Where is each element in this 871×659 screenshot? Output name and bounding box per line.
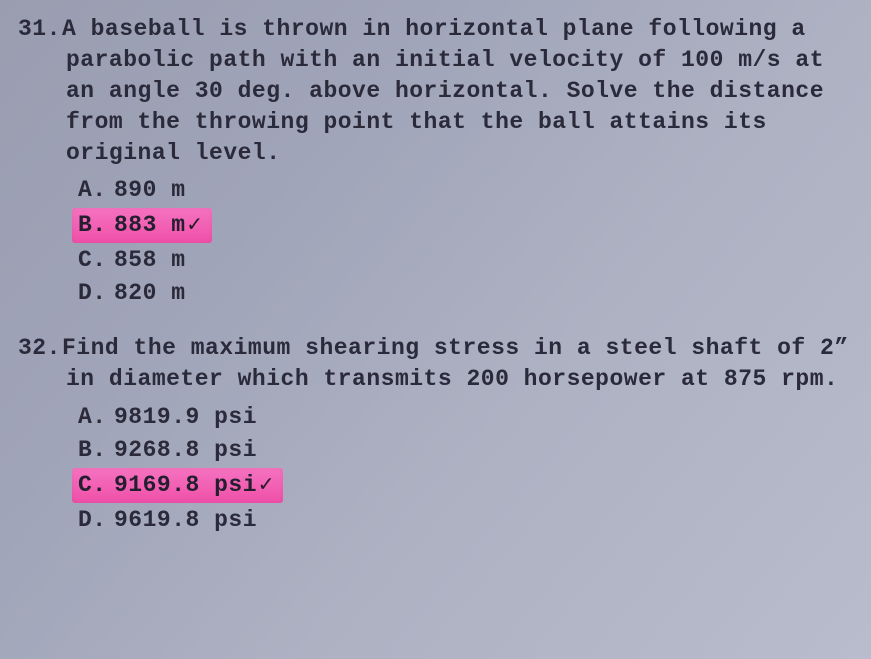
option-b: B.9268.8 psi — [78, 435, 861, 466]
option-letter: D. — [78, 278, 114, 309]
option-text: 858 m — [114, 247, 186, 273]
option-b: B.883 m✓ — [78, 208, 861, 243]
question-number: 32. — [18, 333, 62, 364]
option-text: 820 m — [114, 280, 186, 306]
options-list: A.890 m B.883 m✓ C.858 m D.820 m — [18, 175, 861, 309]
option-letter: C. — [78, 470, 114, 501]
option-d: D.9619.8 psi — [78, 505, 861, 536]
option-letter: A. — [78, 175, 114, 206]
question-text: A baseball is thrown in horizontal plane… — [62, 16, 824, 166]
option-text: 9819.9 psi — [114, 404, 257, 430]
option-text: 9169.8 psi — [114, 472, 257, 498]
option-letter: C. — [78, 245, 114, 276]
option-c: C.9169.8 psi✓ — [78, 468, 861, 503]
correct-highlight: C.9169.8 psi✓ — [72, 468, 283, 503]
option-letter: B. — [78, 435, 114, 466]
check-icon: ✓ — [259, 472, 273, 498]
question-block: 31.A baseball is thrown in horizontal pl… — [18, 14, 861, 309]
correct-highlight: B.883 m✓ — [72, 208, 212, 243]
option-letter: B. — [78, 210, 114, 241]
question-stem: 31.A baseball is thrown in horizontal pl… — [18, 14, 861, 169]
option-letter: A. — [78, 402, 114, 433]
option-a: A.9819.9 psi — [78, 402, 861, 433]
check-icon: ✓ — [188, 212, 202, 238]
option-d: D.820 m — [78, 278, 861, 309]
option-a: A.890 m — [78, 175, 861, 206]
option-text: 890 m — [114, 177, 186, 203]
option-letter: D. — [78, 505, 114, 536]
options-list: A.9819.9 psi B.9268.8 psi C.9169.8 psi✓ … — [18, 402, 861, 536]
option-text: 9619.8 psi — [114, 507, 257, 533]
question-number: 31. — [18, 14, 62, 45]
option-text: 9268.8 psi — [114, 437, 257, 463]
option-c: C.858 m — [78, 245, 861, 276]
question-text: Find the maximum shearing stress in a st… — [62, 335, 849, 392]
question-stem: 32.Find the maximum shearing stress in a… — [18, 333, 861, 395]
option-text: 883 m — [114, 212, 186, 238]
question-block: 32.Find the maximum shearing stress in a… — [18, 333, 861, 535]
